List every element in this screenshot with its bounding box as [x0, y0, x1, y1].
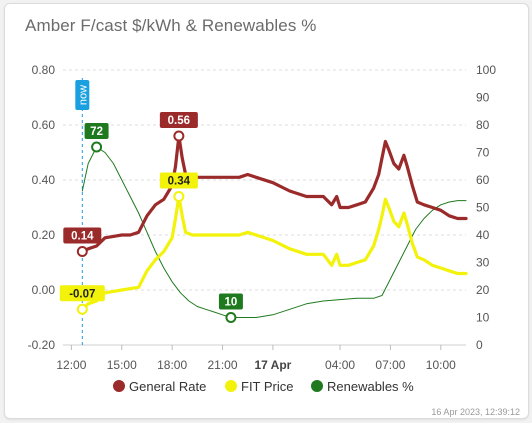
y-right-tick-label: 40 — [476, 228, 490, 242]
now-marker-label: now — [77, 85, 89, 105]
y-left-tick-label: 0.40 — [32, 173, 56, 187]
y-right-tick-label: 10 — [476, 311, 490, 325]
y-left-tick-label: 0.80 — [32, 63, 56, 77]
annotation-label: 0.34 — [168, 176, 191, 188]
annotation-label-box — [159, 112, 198, 128]
y-right-tick-label: 90 — [476, 91, 490, 105]
y-right-tick-label: 20 — [476, 283, 490, 297]
x-tick-label: 04:00 — [325, 358, 355, 372]
annotation-label: -0.07 — [69, 288, 95, 300]
y-right-tick-label: 100 — [476, 63, 496, 77]
y-right-tick-label: 50 — [476, 201, 490, 215]
annotation-point — [76, 303, 88, 315]
x-tick-label: 17 Apr — [254, 358, 291, 372]
series-line-fit-price — [80, 194, 468, 311]
annotation-point — [91, 141, 103, 153]
series-line-renewables — [81, 146, 467, 318]
annotation-label: 72 — [90, 126, 103, 138]
legend-label: FIT Price — [241, 379, 294, 394]
card-title: Amber F/cast $/kWh & Renewables % — [25, 16, 317, 35]
y-left-tick-label: 0.60 — [32, 118, 56, 132]
timestamp-footer: 16 Apr 2023, 12:39:12 — [431, 407, 520, 417]
annotation-label-box — [218, 293, 243, 310]
annotation-label-box — [63, 227, 102, 244]
legend-label: Renewables % — [327, 379, 414, 394]
x-tick-label: 12:00 — [56, 358, 86, 372]
annotation-label-box — [159, 172, 198, 189]
annotation-label-box — [59, 285, 105, 302]
y-left-tick-label: 0.00 — [32, 283, 56, 297]
annotation-label: 0.14 — [71, 231, 94, 243]
legend-swatch — [311, 380, 323, 392]
legend-swatch — [113, 380, 125, 392]
annotation-point — [173, 130, 185, 142]
y-right-tick-label: 80 — [476, 118, 490, 132]
y-right-tick-label: 0 — [476, 338, 483, 352]
y-left-tick-label: -0.20 — [28, 338, 56, 352]
y-right-tick-label: 60 — [476, 173, 490, 187]
now-marker-box — [75, 80, 90, 110]
x-tick-label: 18:00 — [157, 358, 187, 372]
annotation-point — [76, 246, 88, 257]
annotation-label-box — [84, 123, 109, 139]
annotation-point — [225, 312, 237, 323]
x-tick-label: 15:00 — [107, 358, 137, 372]
series-line-general-rate — [80, 134, 468, 254]
annotation-point — [173, 191, 185, 202]
annotation-label: 0.56 — [168, 115, 190, 127]
legend-swatch — [225, 380, 237, 392]
x-tick-label: 21:00 — [208, 358, 238, 372]
y-right-tick-label: 70 — [476, 146, 490, 160]
y-right-tick-label: 30 — [476, 256, 490, 270]
x-tick-label: 10:00 — [426, 358, 456, 372]
legend-label: General Rate — [129, 379, 206, 394]
y-left-tick-label: 0.20 — [32, 228, 56, 242]
x-tick-label: 07:00 — [375, 358, 405, 372]
annotation-label: 10 — [225, 297, 238, 309]
